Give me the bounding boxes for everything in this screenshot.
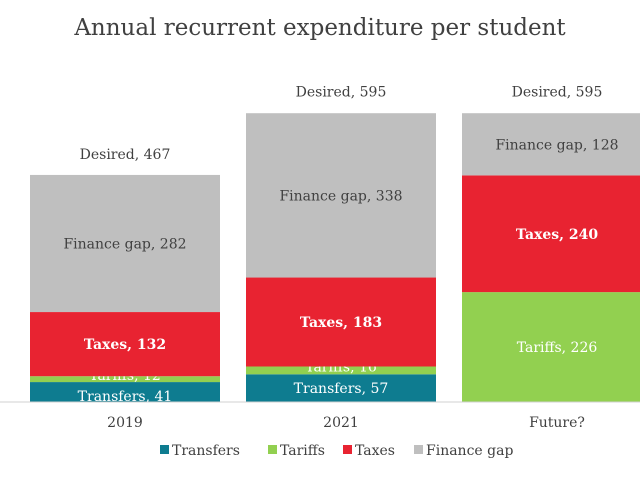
data-label-transfers-2019: Transfers, 41: [78, 389, 173, 405]
legend-label-finance-gap: Finance gap: [426, 443, 513, 459]
bar-segment-taxes-future: [462, 175, 640, 293]
legend-swatch-tariffs: [268, 445, 277, 454]
legend: Transfers Tariffs Taxes Finance gap: [160, 443, 513, 459]
x-tick-label-future: Future?: [529, 415, 585, 431]
total-label-2021: Desired, 595: [296, 85, 387, 101]
data-label-finance-gap-2019: Finance gap, 282: [63, 237, 186, 253]
data-label-taxes-future: Taxes, 240: [516, 227, 599, 243]
bar-segment-transfers-2021: [246, 374, 436, 402]
bar-segment-finance-gap-future: [462, 113, 640, 176]
data-label-taxes-2021: Taxes, 183: [300, 315, 382, 331]
legend-label-transfers: Transfers: [172, 443, 240, 459]
bar-segment-finance-gap-2019: [30, 174, 220, 313]
total-label-2019: Desired, 467: [80, 147, 171, 163]
data-label-taxes-2019: Taxes, 132: [84, 337, 166, 353]
x-tick-label-2019: 2019: [107, 415, 143, 431]
bar-segment-taxes-2019: [30, 312, 220, 377]
legend-label-tariffs: Tariffs: [280, 443, 325, 459]
total-label-future: Desired, 595: [512, 85, 603, 101]
x-tick-label-2021: 2021: [323, 415, 359, 431]
data-label-finance-gap-2021: Finance gap, 338: [279, 188, 402, 204]
legend-label-taxes: Taxes: [355, 443, 395, 459]
legend-swatch-finance-gap: [414, 445, 423, 454]
bar-segment-tariffs-2019: [30, 376, 220, 383]
bar-segment-tariffs-2021: [246, 366, 436, 375]
legend-swatch-taxes: [343, 445, 352, 454]
bar-segment-transfers-2019: [30, 382, 220, 402]
chart-title: Annual recurrent expenditure per student: [73, 15, 566, 41]
bar-segment-finance-gap-2021: [246, 113, 436, 278]
legend-swatch-transfers: [160, 445, 169, 454]
data-label-transfers-2021: Transfers, 57: [294, 381, 389, 397]
bar-segment-taxes-2021: [246, 277, 436, 367]
plot-area: Transfers, 41Tariffs, 12Taxes, 132Financ…: [30, 85, 640, 431]
data-label-tariffs-future: Tariffs, 226: [517, 340, 598, 356]
data-label-finance-gap-future: Finance gap, 128: [495, 137, 618, 153]
bar-segment-tariffs-future: [462, 292, 640, 402]
